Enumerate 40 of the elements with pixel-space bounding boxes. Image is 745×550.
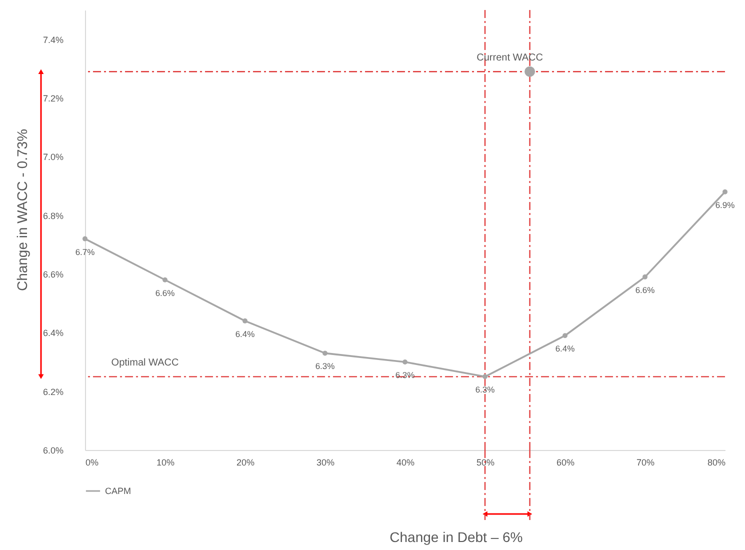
point bbox=[524, 66, 536, 77]
point bbox=[642, 274, 648, 280]
x-tick-label: 20% bbox=[236, 458, 255, 468]
point bbox=[162, 277, 168, 282]
x-tick-label: 80% bbox=[707, 458, 726, 468]
legend-label: CAPM bbox=[105, 486, 132, 496]
point bbox=[722, 189, 728, 194]
x-tick-label: 0% bbox=[86, 458, 99, 468]
data-label: 6.3% bbox=[475, 384, 496, 395]
point bbox=[82, 236, 88, 242]
x-tick-label: 30% bbox=[316, 458, 335, 468]
x-tick-label: 10% bbox=[156, 458, 175, 468]
data-label: 6.4% bbox=[235, 328, 256, 339]
point bbox=[482, 374, 488, 380]
y-tick-label: 6.0% bbox=[42, 446, 64, 456]
x-tick-label: 50% bbox=[476, 458, 495, 468]
point bbox=[242, 318, 248, 324]
y-tick-label: 6.8% bbox=[42, 210, 64, 221]
y-tick-label: 6.6% bbox=[42, 270, 64, 280]
x-tick-label: 70% bbox=[636, 458, 655, 468]
data-label: 6.6% bbox=[635, 284, 656, 295]
x-tick-label: 40% bbox=[396, 458, 415, 468]
data-label: 6.3% bbox=[315, 361, 336, 372]
point bbox=[562, 333, 568, 338]
point bbox=[402, 360, 408, 364]
x-tick-label: 60% bbox=[556, 458, 575, 468]
y-tick-label: 7.2% bbox=[42, 94, 64, 104]
annotation: Optimal WACC bbox=[111, 358, 179, 369]
text: Change in Debt – 6% bbox=[390, 529, 523, 545]
data-label: 6.6% bbox=[155, 288, 176, 298]
point bbox=[322, 350, 328, 356]
y-tick-label: 7.0% bbox=[42, 152, 64, 162]
y-tick-label: 6.4% bbox=[42, 328, 64, 338]
y-tick-label: 6.2% bbox=[42, 386, 64, 397]
data-label: 6.4% bbox=[555, 344, 576, 354]
data-label: 6.9% bbox=[715, 200, 736, 210]
text: Change in WACC - 0.73% bbox=[14, 128, 30, 292]
annotation: Current WACC bbox=[476, 52, 543, 64]
data-label: 6.7% bbox=[75, 246, 96, 257]
y-tick-label: 7.4% bbox=[42, 34, 64, 45]
